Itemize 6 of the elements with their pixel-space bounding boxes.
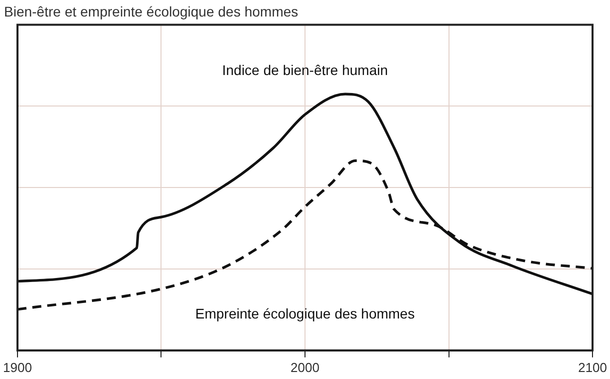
series-label: Empreinte écologique des hommes [195, 305, 415, 322]
chart-title: Bien-être et empreinte écologique des hommes [4, 3, 298, 20]
text: Indice de bien-être humain [222, 62, 388, 78]
x-tick-label: 2100 [578, 360, 607, 375]
x-tick-label: 2000 [290, 360, 320, 375]
x-tick-label: 1900 [3, 360, 32, 375]
